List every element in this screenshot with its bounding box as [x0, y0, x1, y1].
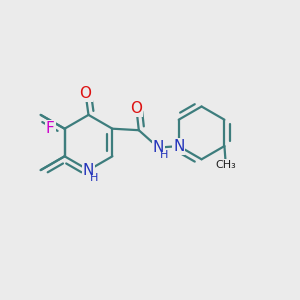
Text: H: H [160, 150, 168, 160]
Text: N: N [153, 140, 164, 155]
Text: N: N [173, 139, 184, 154]
Text: CH₃: CH₃ [216, 160, 236, 170]
Text: N: N [83, 163, 94, 178]
Text: O: O [80, 86, 92, 101]
Text: H: H [90, 172, 99, 183]
Text: O: O [130, 101, 142, 116]
Text: F: F [46, 121, 55, 136]
